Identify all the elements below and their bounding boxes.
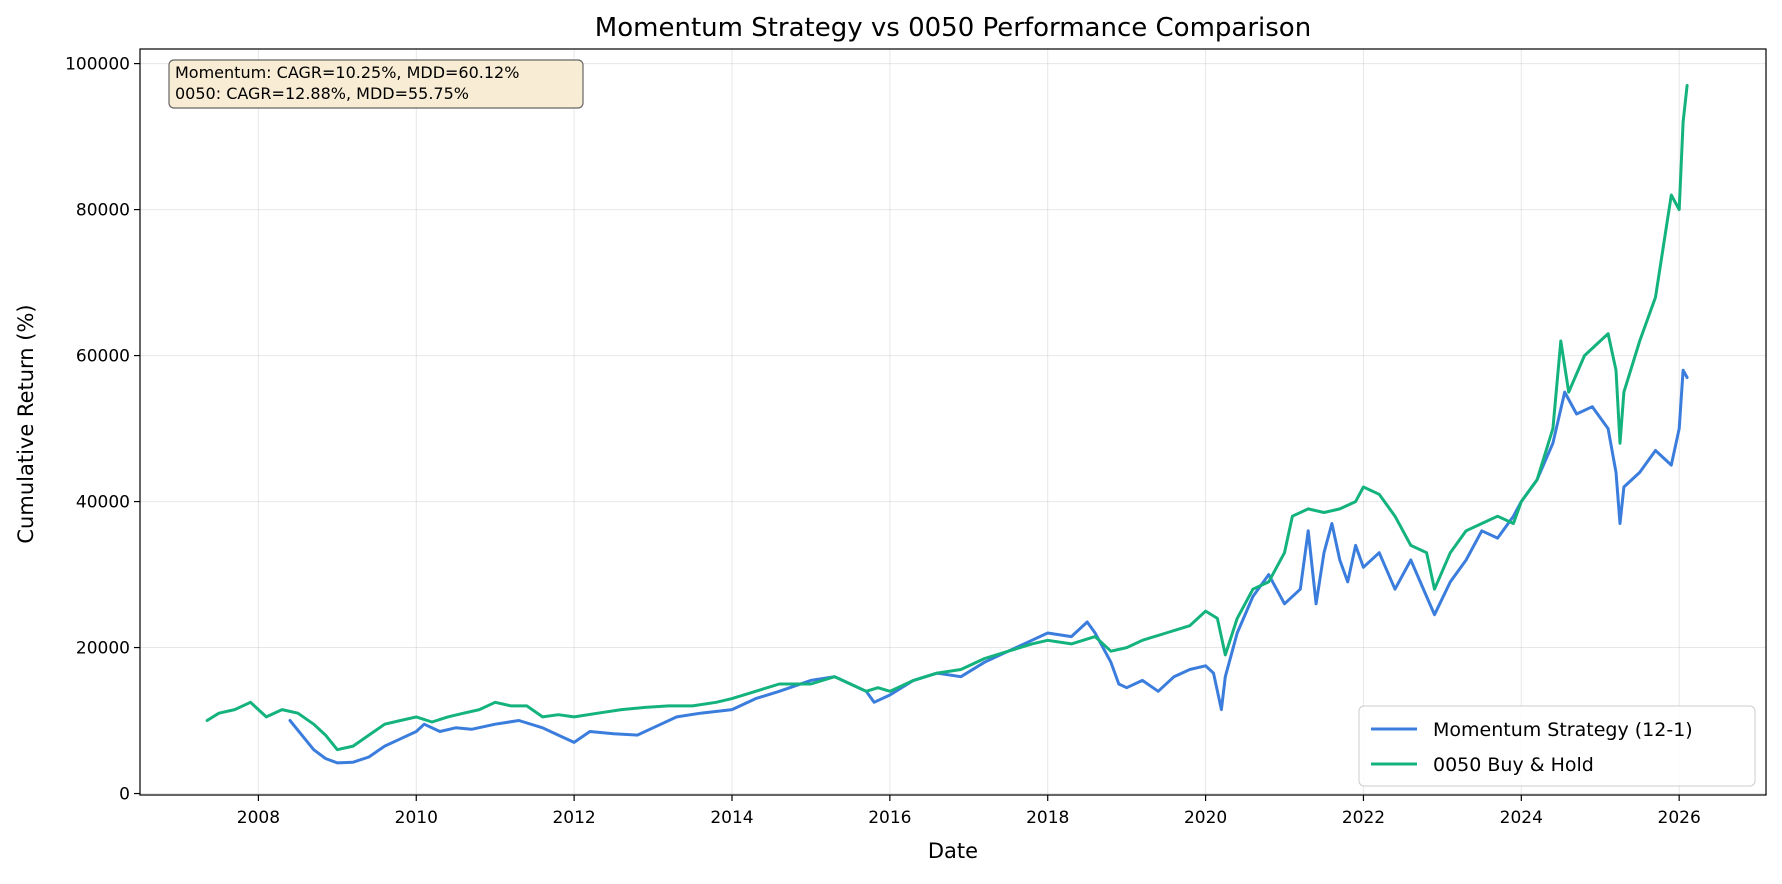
x-axis-label: Date — [928, 839, 978, 863]
x-tick-label: 2024 — [1500, 808, 1543, 828]
y-tick-label: 80000 — [76, 201, 130, 221]
series-lines — [205, 84, 1689, 765]
y-tick-label: 0 — [119, 785, 130, 805]
x-tick-label: 2008 — [237, 808, 280, 828]
x-tick-label: 2010 — [395, 808, 438, 828]
plot-frame — [139, 48, 1767, 796]
x-tick-label: 2026 — [1658, 808, 1701, 828]
y-tick-label: 100000 — [65, 55, 130, 75]
y-tick-label: 40000 — [76, 493, 130, 513]
x-tick-label: 2020 — [1184, 808, 1227, 828]
x-tick-label: 2012 — [552, 808, 595, 828]
stats-annotation: Momentum: CAGR=10.25%, MDD=60.12% 0050: … — [168, 59, 584, 109]
x-tick-label: 2018 — [1026, 808, 1069, 828]
annotation-line-momentum: Momentum: CAGR=10.25%, MDD=60.12% — [175, 63, 519, 82]
annotation-line-0050: 0050: CAGR=12.88%, MDD=55.75% — [175, 84, 469, 103]
y-tick-label: 60000 — [76, 347, 130, 367]
stats-annotation-background — [168, 59, 584, 109]
y-axis-label: Cumulative Return (%) — [14, 304, 38, 543]
y-tick-label: 20000 — [76, 639, 130, 659]
legend: Momentum Strategy (12-1) 0050 Buy & Hold — [1358, 705, 1756, 787]
chart-title: Momentum Strategy vs 0050 Performance Co… — [595, 13, 1311, 43]
legend-label-momentum: Momentum Strategy (12-1) — [1433, 719, 1693, 741]
series-line-0050 — [205, 84, 1689, 752]
y-axis-ticks: 0 20000 40000 60000 80000 100000 — [65, 55, 140, 805]
x-tick-label: 2014 — [710, 808, 753, 828]
legend-box — [1358, 705, 1756, 787]
grid — [140, 49, 1766, 795]
x-axis-ticks: 2008 2010 2012 2014 2016 2018 2020 2022 2024 2026 — [237, 795, 1701, 828]
x-tick-label: 2016 — [868, 808, 911, 828]
x-tick-label: 2022 — [1342, 808, 1385, 828]
legend-label-0050: 0050 Buy & Hold — [1433, 754, 1594, 776]
